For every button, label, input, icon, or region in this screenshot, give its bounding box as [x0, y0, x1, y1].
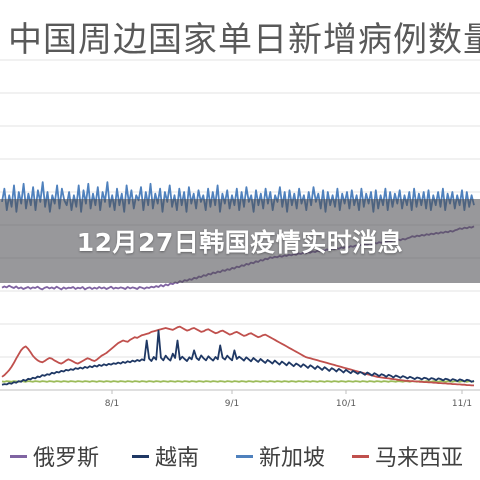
legend-label: 新加坡 [259, 446, 326, 471]
legend-swatch [10, 454, 27, 458]
headline-text: 12月27日韩国疫情实时消息 [76, 228, 404, 257]
chart-title: 中国周边国家单日新增病例数量 [8, 20, 480, 60]
x-tick-label: 8/1 [105, 399, 119, 409]
legend-item: 马来西亚 [352, 436, 463, 476]
legend-swatch [236, 454, 253, 458]
x-tick-label: 9/1 [225, 399, 239, 409]
x-tick-label: 10/1 [336, 399, 356, 409]
headline-banner[interactable]: 12月27日韩国疫情实时消息 [0, 199, 480, 283]
legend-item: 越南 [132, 436, 199, 476]
legend-label: 马来西亚 [375, 446, 464, 471]
legend-item: 俄罗斯 [10, 436, 99, 476]
chart-legend: 俄罗斯 越南 新加坡 马来西亚 [0, 436, 480, 476]
legend-label: 越南 [155, 446, 200, 471]
series-line-unnamed [1, 380, 475, 383]
x-tick-label: 11/1 [452, 399, 472, 409]
legend-swatch [132, 454, 149, 458]
legend-item: 新加坡 [236, 436, 325, 476]
series-line-越南 [1, 329, 475, 386]
legend-swatch [352, 454, 369, 458]
series-line-马来西亚 [1, 325, 474, 387]
x-axis: 8/1 9/1 10/1 11/1 [105, 390, 472, 409]
legend-label: 俄罗斯 [33, 446, 100, 471]
